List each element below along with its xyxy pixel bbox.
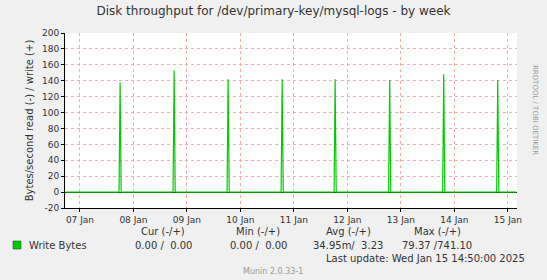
svg-text:Munin 2.0.33-1: Munin 2.0.33-1 (243, 267, 303, 276)
svg-text:Write Bytes: Write Bytes (29, 240, 87, 251)
svg-text:0: 0 (53, 187, 59, 197)
svg-text:200: 200 (42, 28, 59, 38)
svg-text:120: 120 (42, 92, 59, 102)
svg-text:11 Jan: 11 Jan (280, 215, 308, 225)
svg-text:08 Jan: 08 Jan (119, 215, 147, 225)
svg-text:180: 180 (42, 44, 59, 54)
svg-text:-20: -20 (44, 203, 59, 213)
svg-text:Bytes/second read (-) / write: Bytes/second read (-) / write (+) (24, 40, 35, 202)
svg-text:RRDTOOL / TOBI OETIKER: RRDTOOL / TOBI OETIKER (531, 65, 539, 155)
svg-text:Disk throughput for /dev/prima: Disk throughput for /dev/primary-key/mys… (96, 4, 450, 18)
svg-text:Min (-/+): Min (-/+) (236, 226, 280, 237)
svg-text:40: 40 (48, 155, 60, 165)
svg-text:Last update: Wed Jan 15 14:50:: Last update: Wed Jan 15 14:50:00 2025 (326, 253, 525, 264)
svg-text:07 Jan: 07 Jan (66, 215, 94, 225)
svg-text:14 Jan: 14 Jan (440, 215, 468, 225)
svg-text:09 Jan: 09 Jan (173, 215, 201, 225)
svg-text:Avg (-/+): Avg (-/+) (326, 226, 371, 237)
svg-text:160: 160 (42, 60, 59, 70)
svg-text:80: 80 (48, 124, 60, 134)
svg-text:Cur (-/+): Cur (-/+) (141, 226, 185, 237)
svg-text:Max (-/+): Max (-/+) (414, 226, 461, 237)
svg-text:12 Jan: 12 Jan (333, 215, 361, 225)
svg-text:13 Jan: 13 Jan (387, 215, 415, 225)
svg-text:79.37 /741.10: 79.37 /741.10 (402, 240, 472, 251)
svg-text:10 Jan: 10 Jan (226, 215, 254, 225)
svg-text:60: 60 (48, 140, 60, 150)
svg-text:100: 100 (42, 108, 59, 118)
svg-text:140: 140 (42, 76, 59, 86)
svg-text:0.00 / 0.00: 0.00 / 0.00 (230, 240, 287, 251)
svg-text:0.00 / 0.00: 0.00 / 0.00 (135, 240, 192, 251)
svg-text:20: 20 (48, 171, 60, 181)
svg-text:34.95m/ 3.23: 34.95m/ 3.23 (313, 240, 383, 251)
svg-text:15 Jan: 15 Jan (494, 215, 522, 225)
